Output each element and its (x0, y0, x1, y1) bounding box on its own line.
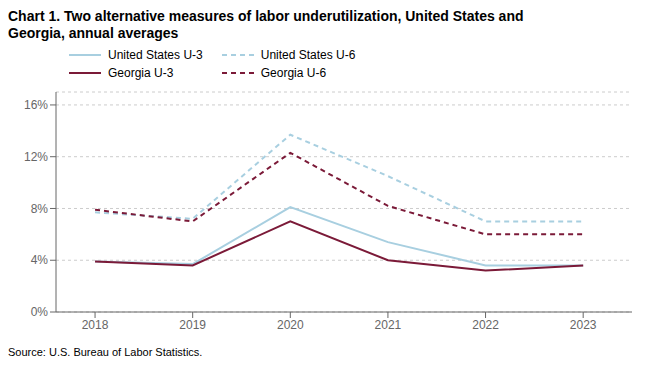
svg-text:2020: 2020 (277, 318, 304, 332)
svg-text:12%: 12% (24, 150, 48, 164)
html-text:Georgia U-3: Georgia U-3 (108, 66, 174, 80)
html-text:Source: U.S. Bureau of Labor S: Source: U.S. Bureau of Labor Statistics. (8, 346, 203, 358)
svg-text:4%: 4% (31, 253, 49, 267)
html-text:United States U-3: United States U-3 (108, 48, 203, 62)
html-text:Georgia, annual averages: Georgia, annual averages (8, 25, 179, 41)
svg-text:2023: 2023 (570, 318, 597, 332)
html-text:United States U-6: United States U-6 (260, 48, 356, 62)
svg-text:2022: 2022 (472, 318, 499, 332)
svg-text:2021: 2021 (375, 318, 402, 332)
svg-text:2019: 2019 (179, 318, 206, 332)
html-text:Chart 1. Two alternative measu: Chart 1. Two alternative measures of lab… (8, 8, 524, 24)
svg-text:0%: 0% (31, 305, 49, 319)
html-text:Georgia U-6: Georgia U-6 (260, 66, 327, 80)
svg-text:16%: 16% (24, 98, 48, 112)
svg-text:8%: 8% (31, 202, 49, 216)
svg-text:2018: 2018 (82, 318, 109, 332)
